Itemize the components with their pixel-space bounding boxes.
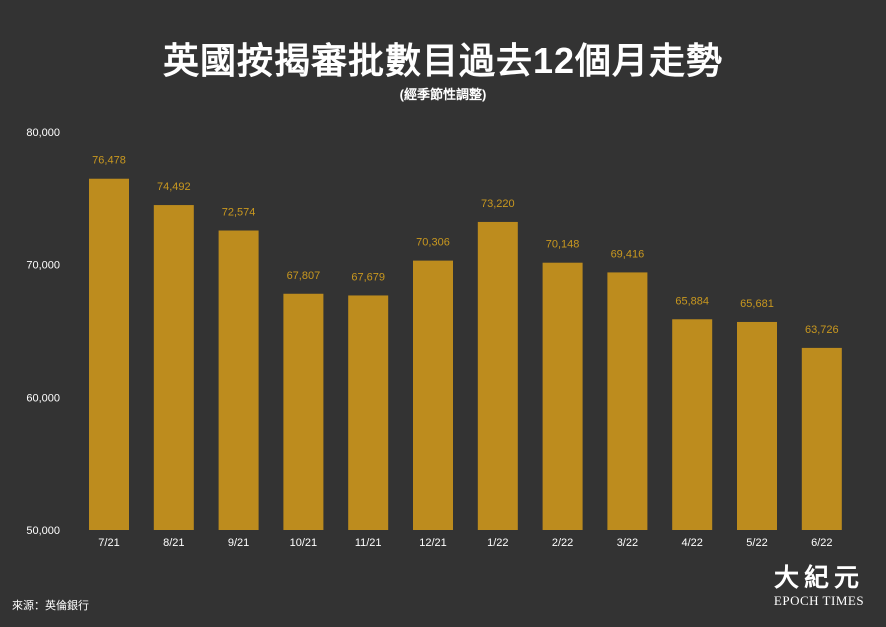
bar [801, 347, 842, 530]
bar-value-label: 70,148 [546, 239, 580, 251]
bar [348, 295, 389, 530]
bar-value-label: 73,220 [481, 198, 515, 210]
chart-title: 英國按揭審批數目過去12個月走勢 [162, 40, 724, 81]
x-tick-label: 10/21 [290, 537, 318, 549]
bar [153, 205, 194, 530]
bar [737, 321, 777, 530]
bar [89, 178, 129, 530]
bar-value-label: 67,679 [351, 271, 385, 283]
logo-english-text: EPOCH TIMES [773, 593, 865, 608]
chart-subtitle: (經季節性調整) [399, 87, 487, 102]
bar-value-label: 67,807 [287, 270, 321, 282]
x-tick-label: 5/22 [746, 537, 767, 549]
y-tick-label: 80,000 [26, 127, 60, 139]
bar-value-label: 69,416 [611, 248, 645, 260]
epoch-times-logo: 大紀元 EPOCH TIMES [766, 563, 872, 615]
bar [283, 293, 324, 530]
x-tick-label: 12/21 [419, 537, 447, 549]
y-tick-label: 70,000 [26, 260, 60, 272]
bar [607, 272, 648, 530]
bar-value-label: 65,681 [740, 298, 774, 310]
bar-value-label: 63,726 [805, 324, 839, 336]
logo-chinese-text: 大紀元 [773, 563, 864, 592]
bar-value-label: 72,574 [222, 207, 256, 219]
x-tick-label: 11/21 [355, 537, 382, 549]
x-tick-label: 9/21 [228, 537, 249, 549]
x-tick-label: 2/22 [552, 537, 573, 549]
y-tick-label: 60,000 [26, 392, 60, 404]
bar-value-label: 76,478 [92, 155, 126, 167]
bar [672, 319, 713, 530]
bar [218, 230, 259, 531]
y-tick-label: 50,000 [26, 525, 60, 537]
source-note: 來源：英倫銀行 [12, 600, 89, 612]
bar [413, 260, 453, 530]
x-tick-label: 8/21 [163, 537, 184, 549]
x-tick-label: 4/22 [681, 537, 702, 549]
bar-value-label: 70,306 [416, 237, 450, 249]
bar-value-label: 65,884 [675, 295, 709, 307]
x-tick-label: 3/22 [617, 537, 638, 549]
x-tick-label: 6/22 [811, 537, 832, 549]
x-tick-label: 1/22 [487, 537, 508, 549]
bar-value-label: 74,492 [157, 181, 191, 193]
bar [477, 221, 518, 530]
bar [542, 262, 583, 530]
x-tick-label: 7/21 [98, 537, 119, 549]
